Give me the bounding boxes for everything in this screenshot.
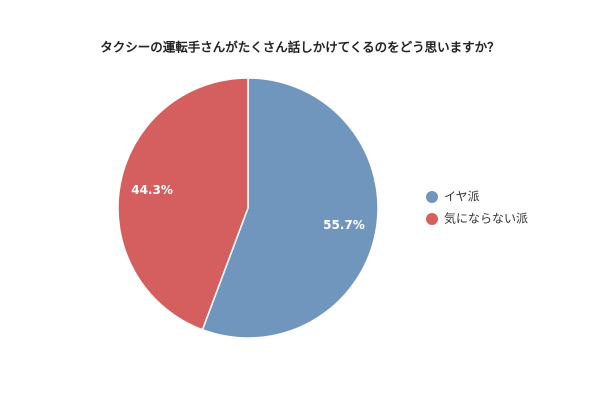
legend-label: 気にならない派 <box>444 211 528 226</box>
legend-marker <box>426 213 438 225</box>
pie-slice <box>117 77 249 331</box>
legend-label: イヤ派 <box>444 190 480 204</box>
value-label: 55.7% <box>323 218 365 232</box>
legend-marker <box>426 191 438 203</box>
value-label: 44.3% <box>131 183 173 197</box>
chart-title: タクシーの運転手さんがたくさん話しかけてくるのをどう思いますか？ <box>100 40 499 55</box>
pie-slice <box>201 77 379 339</box>
